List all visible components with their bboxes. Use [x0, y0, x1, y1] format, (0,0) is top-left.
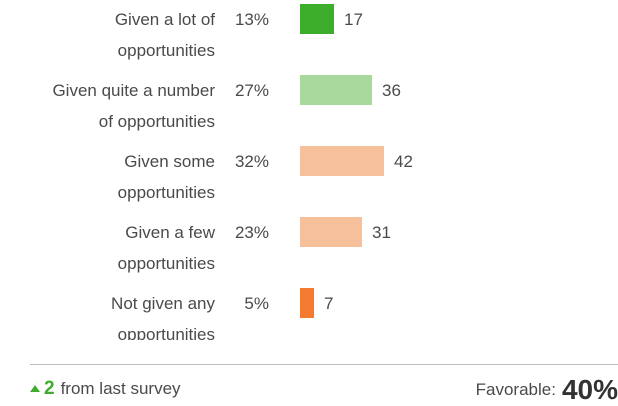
value-label: 36: [382, 81, 401, 100]
footer: 2 from last survey Favorable: 40%: [30, 374, 618, 406]
change-from-last-survey: 2 from last survey: [30, 378, 181, 400]
value-label: 17: [344, 10, 363, 29]
category-label: of opportunities: [99, 112, 215, 131]
category-label: Given some: [124, 152, 215, 171]
favorable-label: Favorable:: [475, 380, 556, 399]
favorable-value: 40%: [561, 374, 618, 405]
percent-label: 23%: [235, 223, 269, 242]
percent-label: 5%: [244, 294, 269, 313]
value-label: 7: [324, 294, 333, 313]
value-label: 42: [394, 152, 413, 171]
value-label: 31: [372, 223, 391, 242]
percent-label: 13%: [235, 10, 269, 29]
change-text: from last survey: [60, 379, 181, 398]
bar: [300, 4, 334, 34]
percent-label: 27%: [235, 81, 269, 100]
category-label: opportunities: [118, 254, 215, 273]
bar: [300, 75, 372, 105]
category-label: Given a few: [125, 223, 215, 242]
triangle-up-icon: [30, 385, 40, 392]
category-label: Given a lot of: [115, 10, 215, 29]
percent-label: 32%: [235, 152, 269, 171]
bar: [300, 146, 384, 176]
category-label: opportunities: [118, 325, 215, 340]
category-label: Given quite a number: [52, 81, 215, 100]
favorable-summary: Favorable: 40%: [476, 374, 618, 406]
change-value: 2: [44, 378, 55, 399]
bar: [300, 288, 314, 318]
chart: Given a lot of opportunities 13% 17 Given qu…: [52, 4, 413, 340]
category-label: opportunities: [118, 41, 215, 60]
category-label: opportunities: [118, 183, 215, 202]
bar: [300, 217, 362, 247]
category-label: Not given any: [111, 294, 215, 313]
divider: [30, 364, 618, 365]
